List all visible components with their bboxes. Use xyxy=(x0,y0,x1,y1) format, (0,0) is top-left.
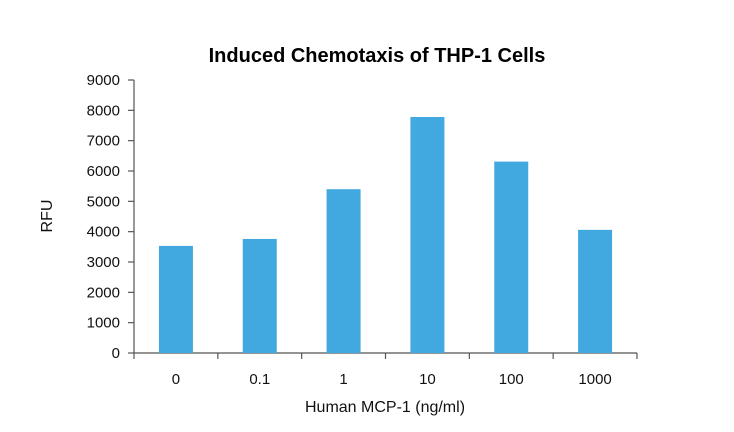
bar-0.1 xyxy=(242,238,277,353)
y-tick-label: 5000 xyxy=(87,193,120,210)
bar-10 xyxy=(410,117,445,353)
y-tick-label: 4000 xyxy=(87,224,120,241)
x-tick-label: 100 xyxy=(499,371,524,388)
y-axis-label: RFU xyxy=(39,200,56,233)
y-tick-label: 1000 xyxy=(87,315,120,332)
bar-0 xyxy=(158,245,193,353)
y-tick-label: 0 xyxy=(112,345,120,362)
y-tick-label: 9000 xyxy=(87,72,120,89)
x-tick-label: 10 xyxy=(419,371,436,388)
x-axis-label: Human MCP-1 (ng/ml) xyxy=(305,399,465,416)
y-tick-label: 6000 xyxy=(87,163,120,180)
y-tick-label: 8000 xyxy=(87,102,120,119)
y-axis xyxy=(128,79,135,354)
bar-100 xyxy=(494,161,529,353)
y-tick-labels: 0 1000 2000 3000 4000 5000 6000 7000 8000 9000 xyxy=(87,72,120,362)
y-tick-label: 2000 xyxy=(87,284,120,301)
x-tick-label: 1 xyxy=(339,371,347,388)
x-tick-label: 0.1 xyxy=(249,371,270,388)
x-axis xyxy=(133,352,638,359)
x-tick-label: 1000 xyxy=(578,371,611,388)
x-tick-label: 0 xyxy=(172,371,180,388)
y-tick-label: 7000 xyxy=(87,133,120,150)
bars xyxy=(158,117,613,353)
x-tick-labels: 0 0.1 1 10 100 1000 xyxy=(172,371,612,388)
y-tick-label: 3000 xyxy=(87,254,120,271)
chart-title: Induced Chemotaxis of THP-1 Cells xyxy=(209,45,546,67)
bar-1 xyxy=(326,189,361,353)
bar-1000 xyxy=(578,229,613,353)
